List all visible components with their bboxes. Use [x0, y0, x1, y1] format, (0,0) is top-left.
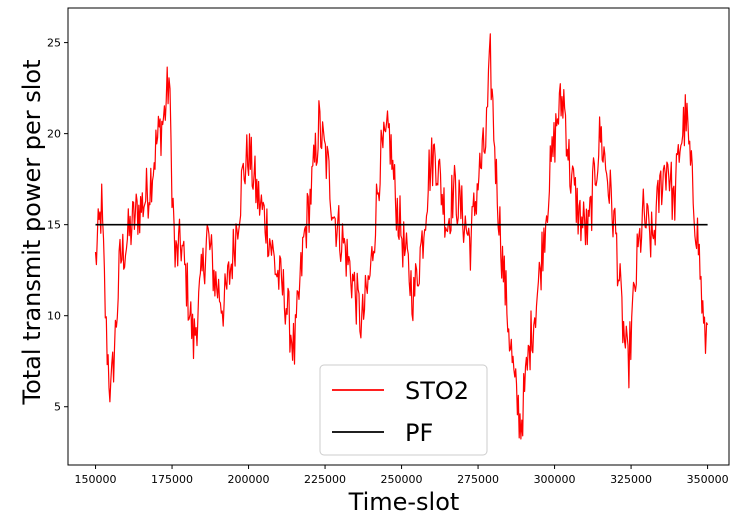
x-tick-label: 275000 [457, 473, 499, 486]
axes-layer: 150000 175000 200000 225000 250000 275000 3000… [47, 7, 730, 486]
legend: STO2 PF [319, 364, 488, 456]
plot-frame [67, 7, 730, 466]
legend-label-pf: PF [405, 419, 433, 447]
y-tick-label: 25 [47, 37, 61, 50]
x-tick-label: 175000 [151, 473, 193, 486]
x-tick-label: 250000 [381, 473, 423, 486]
x-tick-label: 325000 [610, 473, 652, 486]
x-axis-label: Time-slot [348, 488, 460, 516]
x-tick-label: 350000 [687, 473, 729, 486]
y-tick-label: 15 [47, 219, 61, 232]
x-tick-label: 225000 [304, 473, 346, 486]
series-line-sto2 [94, 33, 709, 440]
y-tick-label: 10 [47, 310, 61, 323]
x-tick-label: 300000 [534, 473, 576, 486]
series-layer [94, 33, 709, 440]
y-tick-label: 20 [47, 128, 61, 141]
x-tick-label: 200000 [228, 473, 270, 486]
legend-label-sto2: STO2 [405, 377, 469, 405]
y-tick-label: 5 [54, 401, 61, 414]
y-axis-label: Total transmit power per slot [18, 59, 46, 405]
x-tick-label: 150000 [75, 473, 117, 486]
